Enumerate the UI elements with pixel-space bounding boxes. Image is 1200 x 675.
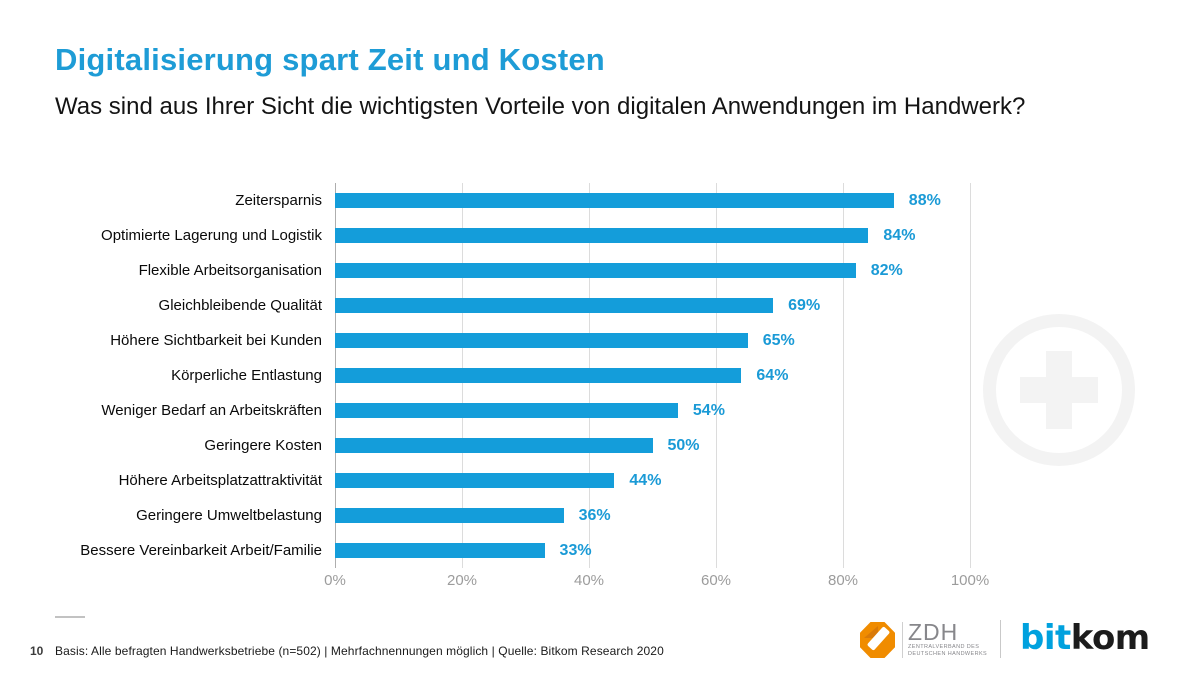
page-number: 10 [30,644,44,658]
table-row: Geringere Umweltbelastung 36% [0,498,1200,533]
watermark-plus-vertical [1046,351,1072,429]
zdh-logo-separator [902,622,903,658]
category-label: Flexible Arbeitsorganisation [138,262,322,279]
table-row: Körperliche Entlastung 64% [0,358,1200,393]
bitkom-logo: bitkom [1020,618,1150,658]
category-label: Zeitersparnis [235,192,322,209]
table-row: Weniger Bedarf an Arbeitskräften 54% [0,393,1200,428]
page-title: Digitalisierung spart Zeit und Kosten [55,42,605,77]
x-gridline [843,183,844,568]
category-label: Höhere Sichtbarkeit bei Kunden [110,332,322,349]
bar [335,438,653,453]
category-label: Geringere Kosten [204,437,322,454]
plus-circle-watermark-icon [983,314,1135,466]
bar [335,543,545,558]
bar [335,193,894,208]
value-label: 65% [762,332,795,349]
bitkom-logo-kom: kom [1070,618,1150,658]
bar [335,228,869,243]
value-label: 88% [908,192,941,209]
table-row: Bessere Vereinbarkeit Arbeit/Familie 33% [0,533,1200,568]
footer-divider-line [55,616,85,618]
value-label: 33% [559,542,592,559]
category-label: Körperliche Entlastung [171,367,322,384]
zdh-fullname-line2: DEUTSCHEN HANDWERKS [908,651,988,657]
category-label: Geringere Umweltbelastung [136,507,322,524]
value-label: 50% [667,437,700,454]
bar [335,298,774,313]
bar [335,263,856,278]
bar [335,473,615,488]
table-row: Zeitersparnis 88% [0,183,1200,218]
category-label: Optimierte Lagerung und Logistik [101,227,322,244]
value-label: 82% [870,262,903,279]
zdh-abbreviation: ZDH [908,619,959,645]
bar [335,508,564,523]
zdh-logo-text: ZDH ZENTRALVERBAND DES DEUTSCHEN HANDWER… [908,620,987,658]
table-row: Höhere Sichtbarkeit bei Kunden 65% [0,323,1200,358]
table-row: Geringere Kosten 50% [0,428,1200,463]
category-label: Weniger Bedarf an Arbeitskräften [101,402,322,419]
zdh-hammer-icon [866,626,891,651]
bitkom-logo-bit: bit [1020,618,1071,658]
x-gridline [970,183,971,568]
bar-chart: 0% 20% 40% 60% 80% 100% Zeitersparnis 88% Optimi… [0,183,1200,589]
value-label: 44% [629,472,662,489]
value-label: 84% [883,227,916,244]
zdh-logo: ZDH ZENTRALVERBAND DES DEUTSCHEN HANDWER… [860,620,1002,660]
logo-divider [1000,620,1001,658]
zdh-octagon-icon [860,622,895,658]
x-axis-tick-label: 60% [700,572,732,589]
bar [335,368,742,383]
table-row: Optimierte Lagerung und Logistik 84% [0,218,1200,253]
value-label: 36% [578,507,611,524]
table-row: Flexible Arbeitsorganisation 82% [0,253,1200,288]
x-axis-tick-label: 80% [827,572,859,589]
value-label: 69% [788,297,821,314]
table-row: Gleichbleibende Qualität 69% [0,288,1200,323]
x-axis-tick-label: 0% [324,572,346,589]
x-axis-tick-label: 40% [573,572,605,589]
bar [335,333,748,348]
bar [335,403,678,418]
category-label: Höhere Arbeitsplatzattraktivität [118,472,322,489]
source-footnote: Basis: Alle befragten Handwerksbetriebe … [55,644,664,658]
zdh-fullname-line1: ZENTRALVERBAND DES [908,644,980,650]
value-label: 54% [692,402,725,419]
value-label: 64% [756,367,789,384]
x-axis-tick-label: 20% [446,572,478,589]
category-label: Gleichbleibende Qualität [158,297,322,314]
table-row: Höhere Arbeitsplatzattraktivität 44% [0,463,1200,498]
x-axis-tick-label: 100% [950,572,990,589]
chart-question-subtitle: Was sind aus Ihrer Sicht die wichtigsten… [55,93,1026,120]
category-label: Bessere Vereinbarkeit Arbeit/Familie [80,542,322,559]
